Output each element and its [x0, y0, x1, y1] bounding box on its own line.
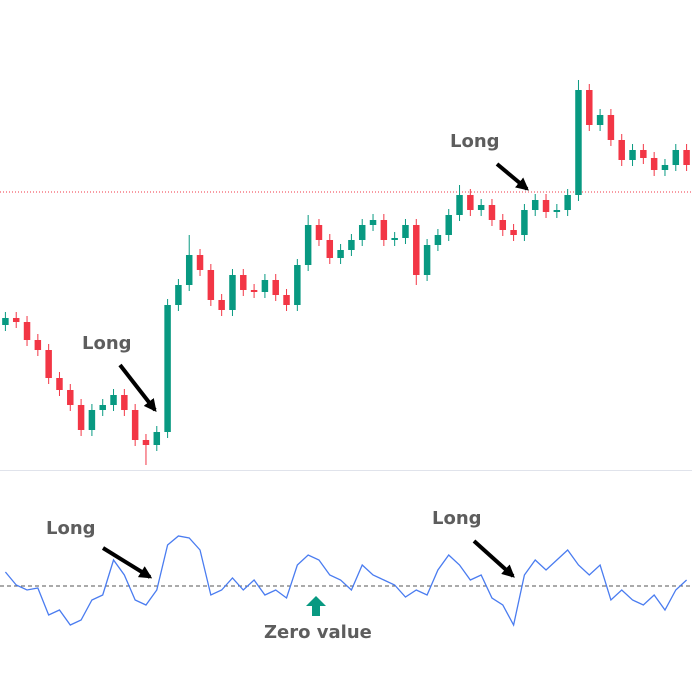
candle-body [45, 350, 52, 378]
candle-body [629, 150, 636, 160]
candle-body [477, 205, 485, 210]
candle-body [304, 225, 312, 265]
candle-body [661, 165, 669, 170]
candle-body [586, 90, 593, 125]
candle-body [596, 115, 604, 125]
annotation: Long [450, 131, 500, 152]
candle-body [153, 432, 161, 445]
price-panel [0, 80, 692, 465]
candle-body [456, 195, 463, 215]
candle-body [413, 225, 420, 275]
candle-body [564, 195, 571, 210]
candle-body [499, 220, 507, 230]
candle-body [618, 140, 625, 160]
arrow [118, 363, 157, 413]
candle-body [88, 410, 96, 430]
arrow [495, 162, 529, 191]
candle-body [326, 240, 334, 258]
candle-body [283, 295, 290, 305]
candle-body [683, 150, 690, 165]
candle-body [185, 255, 193, 285]
candle-body [272, 280, 279, 295]
candle-body [229, 275, 236, 310]
candle-body [131, 410, 139, 440]
candle-body [521, 210, 528, 235]
candle-body [380, 220, 388, 240]
candle-body [142, 440, 150, 445]
candle-body [672, 150, 680, 165]
zero-arrow [306, 596, 326, 616]
candle-body [467, 195, 474, 210]
candle-body [99, 405, 106, 410]
candle-body [2, 318, 9, 325]
candle-body [196, 255, 204, 270]
candle-body [12, 318, 20, 322]
candle-body [358, 225, 366, 240]
candle-body [218, 300, 225, 310]
candle-body [110, 395, 117, 405]
annotation: Zero value [264, 622, 372, 643]
candle-body [650, 158, 658, 170]
candle-body [423, 245, 431, 275]
candle-body [175, 285, 182, 305]
candle-body [77, 405, 85, 430]
candle-body [434, 235, 442, 245]
candle-body [575, 90, 582, 195]
candle-body [510, 230, 517, 235]
candle-body [337, 250, 344, 258]
annotation: Long [46, 518, 96, 539]
candle-body [369, 220, 377, 225]
candle-body [640, 150, 647, 158]
candle-body [250, 290, 258, 292]
candle-body [607, 115, 615, 140]
candle-body [34, 340, 42, 350]
candle-body [402, 225, 409, 238]
annotation: Long [432, 508, 482, 529]
candle-body [553, 210, 561, 212]
candle-body [261, 280, 269, 292]
candle-body [315, 225, 323, 240]
candle-body [542, 200, 550, 212]
arrow [101, 546, 153, 579]
candle-body [240, 275, 247, 290]
candle-body [56, 378, 63, 390]
arrow [472, 539, 515, 578]
candle-body [67, 390, 74, 405]
candle-body [121, 395, 128, 410]
candle-body [488, 205, 496, 220]
candle-body [294, 265, 301, 305]
annotation: Long [82, 333, 132, 354]
candle-body [445, 215, 452, 235]
candle-body [531, 200, 539, 210]
candle-body [391, 238, 398, 240]
candle-body [207, 270, 215, 300]
candle-body [164, 305, 171, 432]
oscillator-panel [0, 535, 692, 627]
candle-body [348, 240, 355, 250]
candle-body [23, 322, 31, 340]
oscillator-line [4, 535, 688, 627]
